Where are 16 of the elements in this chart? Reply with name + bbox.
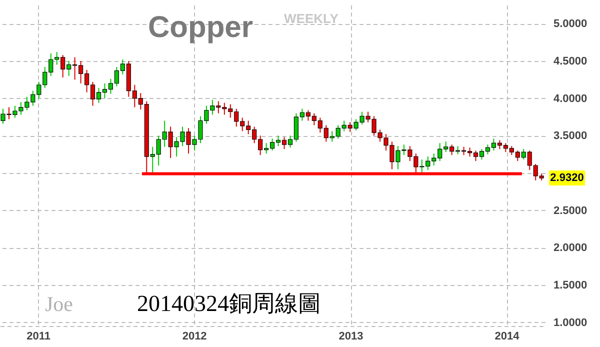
text: 2.9320 [550,172,584,184]
x-tick-label: 2011 [26,330,50,342]
y-tick-label: 2.0000 [554,242,588,254]
x-tick-label: 2012 [182,330,207,342]
y-tick-label: 3.5000 [554,130,588,142]
y-tick-label: 4.5000 [554,55,588,68]
y-tick-label: 1.0000 [554,316,588,329]
annotation: Joe [45,292,73,316]
y-tick-label: 4.0000 [554,92,588,105]
annotation: 20140324銅周線圖 [137,291,321,316]
chart-title: Copper [148,11,254,44]
x-tick-label: 2013 [338,330,364,342]
y-tick-label: 1.5000 [554,279,588,292]
x-tick-label: 2014 [494,330,520,342]
y-tick-label: 5.0000 [554,18,588,30]
y-tick-label: 2.5000 [554,204,588,217]
